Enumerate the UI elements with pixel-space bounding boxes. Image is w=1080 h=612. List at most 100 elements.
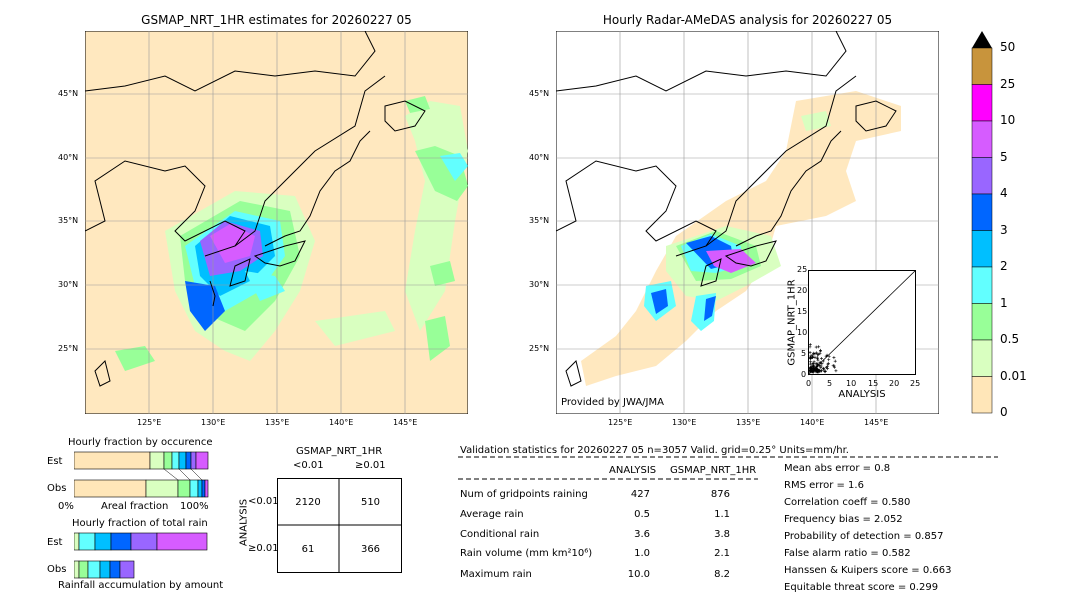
scatter-point xyxy=(818,349,822,353)
credit-text: Provided by JWA/JMA xyxy=(561,397,664,408)
scatter-xtick-20: 20 xyxy=(889,379,900,388)
occurrence-bars xyxy=(74,451,209,498)
validation-row-label: Maximum rain xyxy=(460,569,532,580)
scatter-point xyxy=(815,356,819,360)
scatter-point xyxy=(821,359,825,363)
scatter-point xyxy=(815,351,819,355)
scatter-point xyxy=(817,352,821,356)
left-map-title: GSMAP_NRT_1HR estimates for 20260227 05 xyxy=(141,13,412,27)
validation-row-label: Rain volume (mm km²10⁶) xyxy=(460,548,593,559)
scatter-point xyxy=(808,368,812,372)
colorbar-segment xyxy=(971,157,993,195)
colorbar-segment xyxy=(971,339,993,377)
colorbar-segment xyxy=(971,266,993,304)
scatter-point xyxy=(832,365,836,369)
colorbar-label: 5 xyxy=(1000,149,1008,164)
validation-row-gsmap: 2.1 xyxy=(714,548,730,559)
right-lon-label-145: 145°E xyxy=(864,418,889,427)
scatter-point xyxy=(834,369,838,373)
contingency-cell-4: 366 xyxy=(360,544,381,555)
colorbar xyxy=(971,31,993,414)
right-map-title: Hourly Radar-AMeDAS analysis for 2026022… xyxy=(602,13,893,27)
scatter-point xyxy=(809,354,813,358)
scatter-point xyxy=(816,368,820,372)
scatter-ytick-15: 15 xyxy=(797,307,808,316)
scatter-point xyxy=(832,356,836,360)
right-lat-label-35: 35°N xyxy=(529,216,550,225)
scatter-point xyxy=(832,364,836,368)
scatter-ylabel: GSMAP_NRT_1HR xyxy=(786,279,798,366)
left-lon-label-135: 135°E xyxy=(265,418,290,427)
scatter-xlabel: ANALYSIS xyxy=(838,389,886,400)
scatter-ytick-10: 10 xyxy=(797,328,808,337)
rainfall-footer: Rainfall accumulation by amount xyxy=(58,580,224,591)
score-pod: Probability of detection = 0.857 xyxy=(784,531,944,542)
colorbar-segment xyxy=(971,47,993,85)
contingency-row-ge: ≥0.01 xyxy=(248,543,279,554)
rainfall-est-label: Est xyxy=(47,537,63,548)
right-lon-label-125: 125°E xyxy=(608,418,633,427)
colorbar-segment xyxy=(971,84,993,122)
left-lat-label-45: 45°N xyxy=(58,89,79,98)
scatter-point xyxy=(816,363,820,367)
score-hk: Hanssen & Kuipers score = 0.663 xyxy=(784,565,952,576)
contingency-header: GSMAP_NRT_1HR xyxy=(296,446,383,457)
colorbar-label: 1 xyxy=(1000,295,1008,310)
scatter-point xyxy=(809,366,813,370)
colorbar-label: 0.5 xyxy=(1000,332,1020,346)
score-rms-error: RMS error = 1.6 xyxy=(784,480,864,491)
colorbar-label: 25 xyxy=(1000,76,1016,91)
scatter-point xyxy=(812,364,816,368)
scatter-point xyxy=(820,369,824,373)
scatter-ytick-25: 25 xyxy=(797,265,808,274)
scatter-point xyxy=(823,369,827,373)
rainfall-title: Hourly fraction of total rain xyxy=(72,518,208,529)
scatter-point xyxy=(819,357,823,361)
right-lat-label-30: 30°N xyxy=(529,280,550,289)
validation-row-analysis: 10.0 xyxy=(627,569,650,580)
occurrence-obs-label: Obs xyxy=(47,483,67,494)
scatter-ytick-20: 20 xyxy=(797,286,808,295)
scatter-point xyxy=(808,362,812,366)
right-lon-label-140: 140°E xyxy=(800,418,825,427)
rainfall-obs-label: Obs xyxy=(47,564,67,575)
scatter-xtick-5: 5 xyxy=(827,379,833,388)
scatter-point xyxy=(824,366,828,370)
validation-title: Validation statistics for 20260227 05 n=… xyxy=(460,445,849,456)
validation-divider xyxy=(458,456,998,480)
right-lat-label-40: 40°N xyxy=(529,153,550,162)
colorbar-label: 0.01 xyxy=(1000,368,1027,383)
colorbar-label: 4 xyxy=(1000,186,1008,200)
scatter-point xyxy=(817,345,821,349)
scatter-xtick-0: 0 xyxy=(806,379,812,388)
scatter-ytick-5: 5 xyxy=(801,349,807,358)
validation-row-analysis: 3.6 xyxy=(634,529,650,540)
scatter-point xyxy=(811,361,815,365)
validation-col-gsmap: GSMAP_NRT_1HR xyxy=(670,465,757,476)
score-correlation: Correlation coeff = 0.580 xyxy=(784,497,911,508)
validation-row-gsmap: 876 xyxy=(710,489,730,500)
left-lon-label-140: 140°E xyxy=(329,418,354,427)
right-lat-label-25: 25°N xyxy=(529,344,550,353)
occurrence-title: Hourly fraction by occurence xyxy=(68,437,213,448)
colorbar-label: 0 xyxy=(1000,405,1008,419)
right-lon-label-135: 135°E xyxy=(736,418,761,427)
colorbar-label: 10 xyxy=(1000,113,1016,127)
scatter-point xyxy=(817,370,821,374)
scatter-point xyxy=(819,366,823,370)
colorbar-segment xyxy=(971,120,993,158)
occurrence-est-label: Est xyxy=(47,456,63,467)
occurrence-axis-right: 100% xyxy=(180,501,209,512)
scatter-point xyxy=(827,358,831,362)
left-lon-label-145: 145°E xyxy=(393,418,418,427)
scatter-point xyxy=(825,353,829,357)
score-ets: Equitable threat score = 0.299 xyxy=(784,582,939,593)
occurrence-axis-mid: Areal fraction xyxy=(101,501,169,512)
rainfall-bars xyxy=(74,532,208,579)
contingency-cell-2: 510 xyxy=(360,497,381,508)
scatter-point xyxy=(813,352,817,356)
validation-row-analysis: 1.0 xyxy=(634,548,650,559)
left-lon-label-125: 125°E xyxy=(137,418,162,427)
scatter-point xyxy=(815,365,819,369)
scatter-point xyxy=(822,367,826,371)
